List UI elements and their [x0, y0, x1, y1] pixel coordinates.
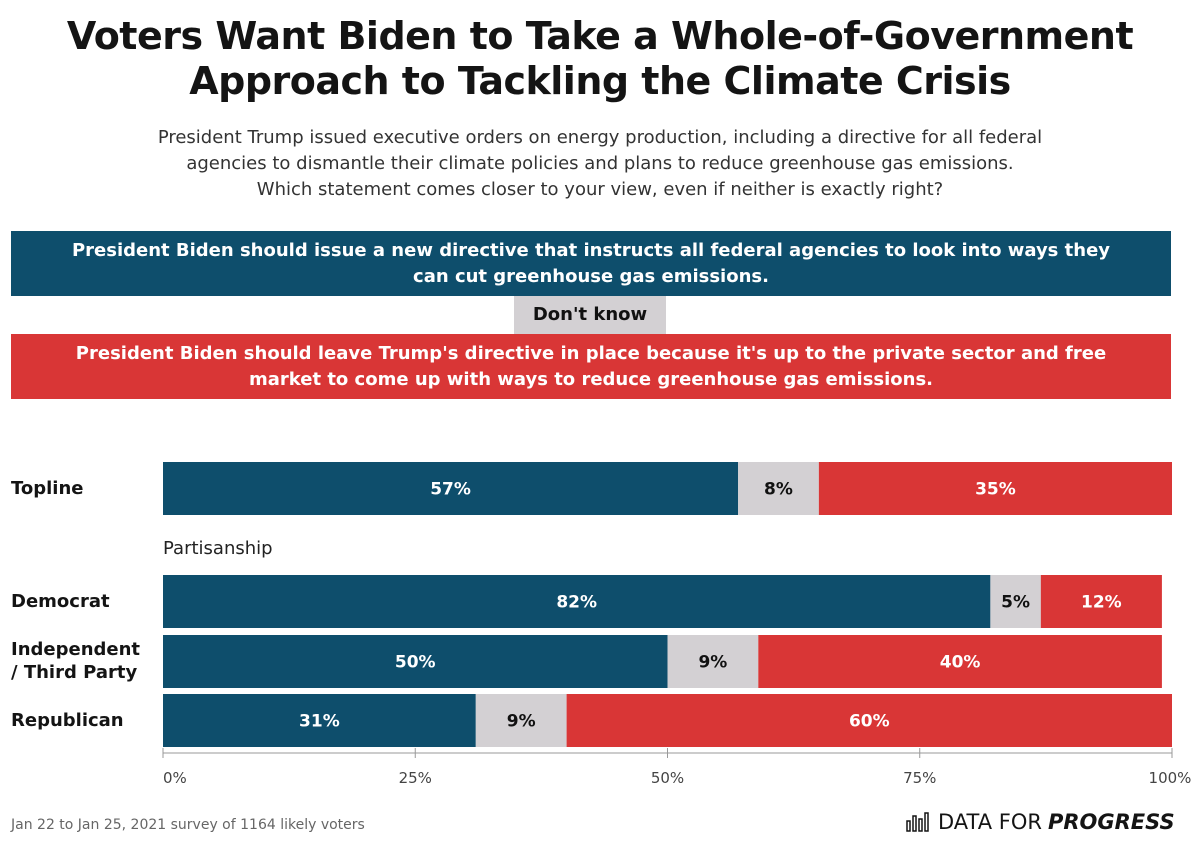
- row-label-topline-text: Topline: [11, 478, 84, 499]
- brand-text-light: DATA FOR: [938, 810, 1042, 834]
- legend-option-biden-new-directive: President Biden should issue a new direc…: [11, 231, 1171, 296]
- data-label-democrat-dont-know: 5%: [1001, 593, 1030, 613]
- bar-topline-new-directive: [163, 462, 739, 515]
- data-label-topline-dont-know: 8%: [764, 480, 793, 500]
- bar-republican-leave-directive: [566, 694, 1172, 747]
- legend-dont-know-label: Don't know: [532, 304, 648, 325]
- bar-independent-new-directive: [163, 635, 668, 688]
- survey-note: Jan 22 to Jan 25, 2021 survey of 1164 li…: [11, 817, 365, 833]
- legend-option-b-line-1: President Biden should leave Trump's dir…: [75, 342, 1107, 364]
- legend-option-leave-trump-directive: President Biden should leave Trump's dir…: [11, 334, 1171, 399]
- bar-chart-icon: [906, 812, 929, 832]
- row-label-democrat-text: Democrat: [11, 591, 110, 612]
- bar-democrat-dont-know: [990, 575, 1041, 628]
- chart-title: Voters Want Biden to Take a Whole-of-Gov…: [0, 14, 1200, 104]
- brand-logo: DATA FOR PROGRESS: [906, 810, 1175, 834]
- row-label-topline: Topline: [11, 477, 84, 500]
- legend-option-a-line-1: President Biden should issue a new direc…: [71, 239, 1111, 261]
- data-label-republican-leave-directive: 60%: [849, 712, 890, 732]
- bar-democrat-new-directive: [163, 575, 991, 628]
- legend-option-a-line-2: can cut greenhouse gas emissions.: [413, 265, 769, 287]
- row-label-independent-line-2: / Third Party: [11, 662, 138, 683]
- data-label-republican-new-directive: 31%: [299, 712, 340, 732]
- bar-republican-dont-know: [475, 694, 567, 747]
- bar-topline-leave-directive: [818, 462, 1172, 515]
- data-label-republican-dont-know: 9%: [507, 712, 536, 732]
- data-label-independent-leave-directive: 40%: [940, 653, 981, 673]
- subtitle-line-1: President Trump issued executive orders …: [157, 127, 1043, 148]
- row-label-democrat: Democrat: [11, 590, 110, 613]
- row-label-independent-line-1: Independent: [11, 639, 141, 660]
- subtitle-line-2: agencies to dismantle their climate poli…: [186, 153, 1014, 174]
- row-label-independent: Independent / Third Party: [11, 638, 140, 684]
- subtitle-line-3: Which statement comes closer to your vie…: [256, 179, 944, 200]
- brand-text-bold: PROGRESS: [1047, 810, 1175, 834]
- data-label-democrat-new-directive: 82%: [556, 593, 597, 613]
- chart-title-line-2: Approach to Tackling the Climate Crisis: [189, 59, 1011, 103]
- bar-republican-new-directive: [163, 694, 476, 747]
- x-tick-label: 25%: [399, 769, 432, 787]
- x-tick-label: 0%: [163, 769, 187, 787]
- row-label-republican: Republican: [11, 709, 124, 732]
- group-label-partisanship: Partisanship: [163, 538, 273, 559]
- data-label-independent-dont-know: 9%: [698, 653, 727, 673]
- bar-democrat-leave-directive: [1040, 575, 1162, 628]
- data-label-democrat-leave-directive: 12%: [1081, 593, 1122, 613]
- x-tick-label: 75%: [903, 769, 936, 787]
- bar-independent-leave-directive: [758, 635, 1162, 688]
- bar-independent-dont-know: [667, 635, 759, 688]
- chart-title-line-1: Voters Want Biden to Take a Whole-of-Gov…: [66, 14, 1134, 58]
- x-tick-label: 100%: [1149, 769, 1192, 787]
- legend-option-b-line-2: market to come up with ways to reduce gr…: [248, 368, 934, 390]
- bar-topline-dont-know: [738, 462, 819, 515]
- legend-option-dont-know: Don't know: [514, 296, 666, 334]
- data-label-topline-new-directive: 57%: [430, 480, 471, 500]
- x-tick-label: 50%: [651, 769, 684, 787]
- data-label-topline-leave-directive: 35%: [975, 480, 1016, 500]
- data-label-independent-new-directive: 50%: [395, 653, 436, 673]
- chart-subtitle: President Trump issued executive orders …: [0, 125, 1200, 203]
- row-label-republican-text: Republican: [11, 710, 124, 731]
